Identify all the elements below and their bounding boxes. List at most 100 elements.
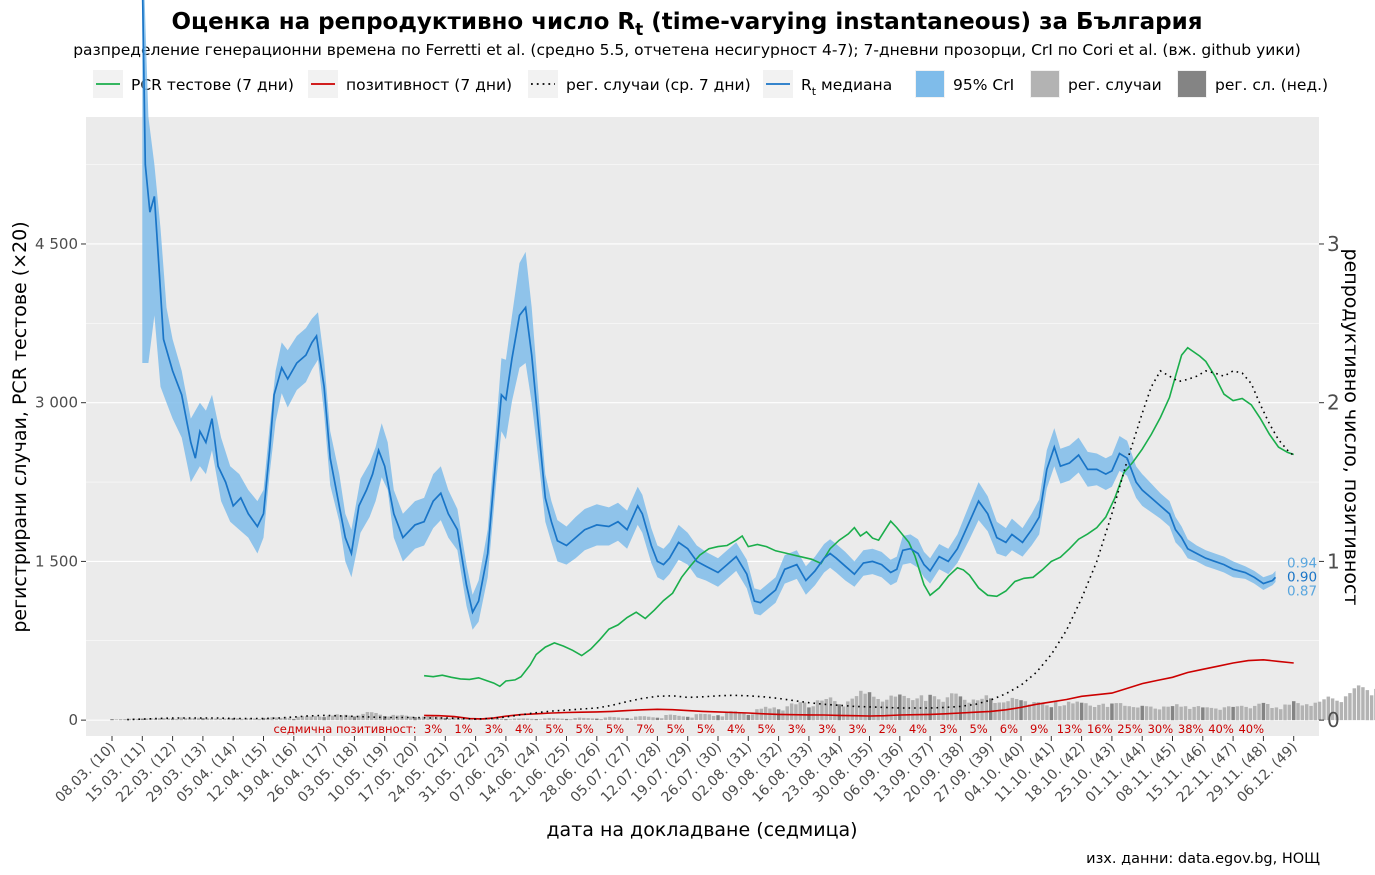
legend-swatch bbox=[916, 71, 944, 97]
case-bar bbox=[586, 718, 590, 721]
case-bar bbox=[110, 719, 114, 721]
case-bar bbox=[976, 700, 980, 721]
case-bar bbox=[1317, 701, 1322, 721]
case-bar bbox=[880, 701, 885, 721]
legend-swatch bbox=[1031, 71, 1059, 97]
case-bar bbox=[1218, 709, 1222, 721]
case-bar bbox=[1049, 707, 1054, 721]
case-bar bbox=[651, 717, 655, 721]
case-bar bbox=[508, 719, 512, 721]
case-bar bbox=[543, 718, 547, 721]
case-bar bbox=[1253, 705, 1257, 721]
case-bar bbox=[1006, 701, 1010, 721]
weekly-positivity-value: 4% bbox=[727, 722, 745, 736]
case-bar bbox=[1114, 703, 1118, 721]
case-bar bbox=[326, 715, 331, 721]
legend-item-cases: рег. случаи bbox=[1030, 70, 1162, 98]
case-bar bbox=[647, 716, 651, 721]
case-bar bbox=[824, 699, 828, 721]
case-bar bbox=[1209, 707, 1214, 721]
legend-item-rt: Rt медиана bbox=[763, 70, 892, 98]
case-bar bbox=[1248, 708, 1253, 721]
legend-item-positivity: позитивност (7 дни) bbox=[308, 70, 512, 98]
weekly-positivity-value: 40% bbox=[1208, 722, 1234, 736]
y-axis-left-title: регистрирани случаи, PCR тестове (×20) bbox=[9, 221, 31, 632]
case-bar bbox=[1266, 704, 1270, 721]
case-bar bbox=[1235, 706, 1240, 721]
weekly-positivity-value: 3% bbox=[485, 722, 503, 736]
case-bar bbox=[1196, 706, 1201, 721]
case-bar bbox=[1369, 695, 1374, 721]
weekly-positivity-value: 5% bbox=[697, 722, 715, 736]
weekly-positivity-value: 5% bbox=[666, 722, 684, 736]
case-bar bbox=[452, 717, 456, 721]
case-bar bbox=[201, 718, 205, 721]
case-bar bbox=[1348, 693, 1352, 721]
case-bar bbox=[1240, 705, 1244, 721]
case-bar bbox=[811, 706, 815, 721]
case-bar bbox=[434, 716, 439, 721]
case-bar bbox=[1305, 704, 1309, 721]
case-bar bbox=[1140, 705, 1144, 721]
case-bar bbox=[279, 717, 283, 721]
case-bar bbox=[1092, 707, 1097, 721]
case-bar bbox=[240, 718, 244, 721]
rt-end-labels: 0.940.900.87 bbox=[1287, 556, 1317, 600]
positivity-line bbox=[424, 658, 1294, 720]
case-bar bbox=[1162, 706, 1166, 721]
x-axis-title: дата на докладване (седмица) bbox=[546, 819, 857, 841]
case-bar bbox=[136, 718, 140, 721]
rt-end-label-median: 0.90 bbox=[1287, 570, 1317, 586]
case-bar bbox=[1002, 702, 1006, 721]
case-bar bbox=[1045, 705, 1049, 721]
case-bar bbox=[971, 699, 976, 721]
case-bar bbox=[625, 718, 629, 721]
case-bar bbox=[599, 719, 603, 721]
case-bar bbox=[664, 715, 668, 721]
legend-label: рег. сл. (нед.) bbox=[1215, 76, 1328, 94]
case-bar bbox=[495, 718, 499, 721]
case-bar bbox=[1365, 690, 1370, 721]
case-bar bbox=[1352, 688, 1357, 721]
pcr-line bbox=[424, 346, 1294, 688]
case-bar bbox=[660, 718, 664, 721]
case-bar bbox=[742, 712, 746, 721]
case-bar bbox=[370, 712, 374, 721]
case-bar bbox=[642, 716, 647, 721]
case-bar bbox=[729, 711, 733, 721]
case-bar bbox=[577, 717, 582, 721]
legend-label: рег. случаи (ср. 7 дни) bbox=[566, 76, 751, 94]
case-bar bbox=[1019, 700, 1023, 721]
y-left-tick-label: 1 500 bbox=[35, 552, 78, 570]
case-bar bbox=[1296, 703, 1300, 721]
case-bar bbox=[175, 718, 179, 721]
case-bar bbox=[980, 698, 984, 721]
case-bar bbox=[1270, 708, 1274, 721]
case-bar bbox=[1040, 703, 1045, 721]
case-bar bbox=[144, 718, 149, 721]
case-bar bbox=[1127, 706, 1131, 721]
y-left-tick-label: 3 000 bbox=[35, 394, 78, 412]
case-bar bbox=[1131, 707, 1136, 721]
case-bar bbox=[530, 718, 534, 721]
case-bar bbox=[1105, 706, 1110, 721]
case-bar bbox=[945, 697, 950, 721]
y-right-tick-label: 1 bbox=[1327, 549, 1340, 573]
case-bar bbox=[469, 718, 473, 721]
weekly-positivity-value: 7% bbox=[636, 722, 654, 736]
case-bar bbox=[1356, 685, 1361, 721]
case-bar bbox=[512, 718, 517, 721]
case-bar bbox=[1066, 701, 1071, 721]
case-bar bbox=[737, 712, 742, 721]
case-bar bbox=[1227, 706, 1231, 721]
case-bar bbox=[932, 696, 937, 721]
weekly-positivity-value: 6% bbox=[1000, 722, 1018, 736]
case-bar bbox=[924, 700, 928, 721]
case-bar bbox=[162, 718, 166, 721]
case-bar bbox=[1032, 702, 1036, 721]
case-bar bbox=[257, 718, 261, 721]
case-bar bbox=[677, 715, 681, 721]
case-bar bbox=[188, 718, 192, 721]
case-bar bbox=[123, 719, 127, 721]
case-bar bbox=[750, 714, 755, 721]
